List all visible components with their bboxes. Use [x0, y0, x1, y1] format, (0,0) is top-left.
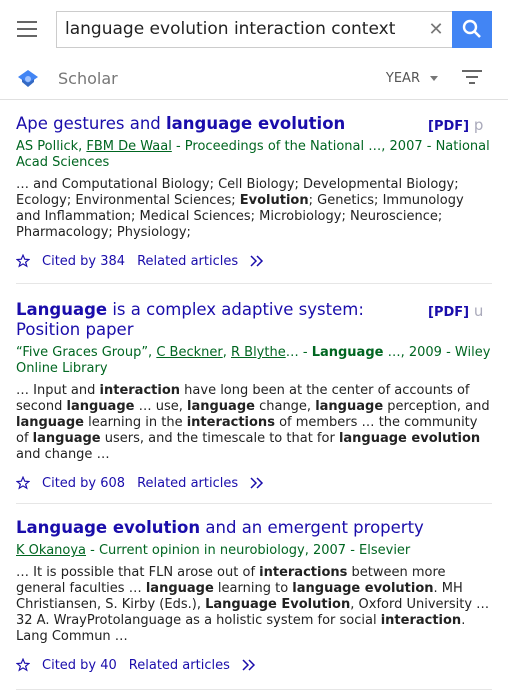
brand-label: Scholar	[58, 69, 118, 88]
caret-down-icon	[430, 76, 438, 81]
sub-bar: Scholar YEAR	[0, 58, 508, 100]
author-link[interactable]: FBM De Waal	[86, 139, 172, 154]
cited-by-link[interactable]: Cited by 608	[42, 475, 126, 491]
related-articles-link[interactable]: Related articles	[137, 253, 239, 269]
top-bar: ✕	[0, 0, 508, 58]
result-actions: Cited by 40 Related articles	[16, 649, 492, 683]
result-authors: K Okanoya - Current opinion in neurobiol…	[16, 543, 411, 558]
hamburger-icon	[17, 21, 37, 37]
pdf-link[interactable]: [PDF] p	[428, 116, 484, 134]
clear-icon[interactable]: ✕	[428, 18, 444, 40]
result-title-link[interactable]: Ape gestures and language evolution	[16, 114, 346, 133]
more-options-icon[interactable]	[250, 477, 266, 489]
result-item: Ape gestures and language evolution [PDF…	[16, 100, 492, 284]
result-title-link[interactable]: Language is a complex adaptive system: P…	[16, 300, 364, 339]
related-articles-link[interactable]: Related articles	[137, 475, 239, 491]
result-snippet: … Input and interaction have long been a…	[16, 383, 490, 462]
author-link[interactable]: C Beckner	[156, 345, 223, 360]
author-link[interactable]: K Okanoya	[16, 543, 87, 558]
results-list: Ape gestures and language evolution [PDF…	[0, 100, 508, 690]
more-options-icon[interactable]	[242, 659, 258, 671]
pdf-link[interactable]: [PDF] u	[428, 302, 484, 320]
cited-by-link[interactable]: Cited by 384	[42, 253, 126, 269]
filter-button[interactable]	[462, 69, 482, 88]
more-options-icon[interactable]	[250, 255, 266, 267]
year-dropdown[interactable]: YEAR	[386, 71, 438, 86]
search-input[interactable]	[65, 19, 420, 39]
result-actions: Cited by 384 Related articles	[16, 245, 492, 279]
cited-by-link[interactable]: Cited by 40	[42, 657, 117, 673]
star-icon[interactable]	[16, 476, 30, 490]
search-box: ✕	[56, 10, 452, 48]
year-label: YEAR	[385, 71, 420, 86]
search-icon	[462, 19, 481, 38]
result-title-link[interactable]: Language evolution and an emergent prope…	[16, 518, 424, 537]
filter-icon	[462, 70, 482, 84]
star-icon[interactable]	[16, 254, 30, 268]
result-snippet: … and Computational Biology; Cell Biolog…	[16, 177, 464, 240]
menu-button[interactable]	[0, 0, 56, 58]
result-item: Language is a complex adaptive system: P…	[16, 284, 492, 504]
scholar-logo-icon	[18, 69, 38, 87]
result-snippet: … It is possible that FLN arose out of i…	[16, 565, 490, 644]
result-authors: “Five Graces Group”, C Beckner, R Blythe…	[16, 345, 491, 376]
result-actions: Cited by 608 Related articles	[16, 467, 492, 501]
search-button[interactable]	[452, 10, 492, 48]
result-authors: AS Pollick, FBM De Waal - Proceedings of…	[16, 139, 490, 170]
author-link[interactable]: R Blythe	[230, 345, 286, 360]
star-icon[interactable]	[16, 658, 30, 672]
result-item: Language evolution and an emergent prope…	[16, 504, 492, 690]
related-articles-link[interactable]: Related articles	[128, 657, 230, 673]
